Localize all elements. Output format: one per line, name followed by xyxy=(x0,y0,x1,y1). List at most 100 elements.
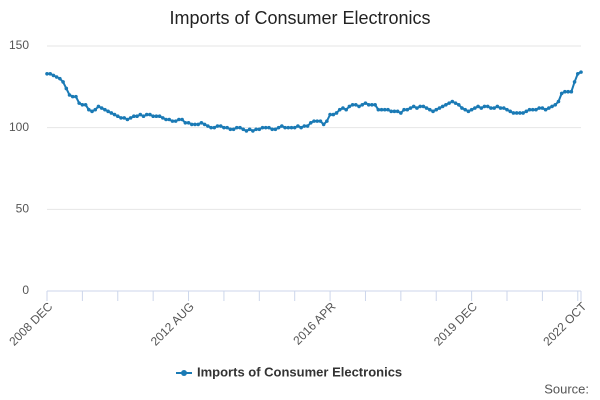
point xyxy=(270,127,274,132)
point xyxy=(479,106,484,110)
point xyxy=(428,107,432,112)
point xyxy=(415,106,419,110)
point xyxy=(473,106,477,110)
point xyxy=(115,114,120,119)
point xyxy=(389,109,394,114)
point xyxy=(283,125,287,130)
point xyxy=(521,111,525,115)
point xyxy=(337,107,342,112)
point xyxy=(485,104,490,109)
y-tick-label: 0 xyxy=(22,283,29,297)
point xyxy=(48,71,53,76)
point xyxy=(341,106,345,110)
point xyxy=(331,112,336,117)
point xyxy=(141,114,146,119)
point xyxy=(135,114,139,119)
point xyxy=(463,107,467,112)
point xyxy=(70,94,75,99)
point xyxy=(563,89,567,94)
point xyxy=(575,71,580,76)
point xyxy=(547,106,551,110)
point xyxy=(54,75,59,79)
point xyxy=(80,103,85,107)
point xyxy=(524,109,529,114)
point xyxy=(106,109,110,114)
point xyxy=(492,106,496,110)
point xyxy=(77,101,81,105)
point xyxy=(231,127,236,132)
point xyxy=(402,107,406,112)
point xyxy=(218,124,223,128)
point xyxy=(357,104,361,109)
point xyxy=(196,122,200,127)
point xyxy=(501,106,506,110)
point xyxy=(350,103,355,107)
point xyxy=(366,103,371,107)
point xyxy=(154,114,159,119)
point xyxy=(418,104,422,109)
point xyxy=(373,103,377,107)
point xyxy=(61,80,65,84)
point xyxy=(45,71,49,76)
point xyxy=(376,107,381,112)
point xyxy=(151,114,155,119)
point xyxy=(360,103,365,107)
point xyxy=(289,125,294,130)
point xyxy=(440,104,445,109)
point xyxy=(386,107,390,112)
point xyxy=(495,104,500,109)
point xyxy=(241,127,246,132)
point xyxy=(132,114,136,119)
point xyxy=(354,103,358,107)
point xyxy=(411,104,416,109)
point xyxy=(527,107,532,112)
point xyxy=(476,104,480,109)
point xyxy=(247,127,252,132)
point xyxy=(238,125,242,130)
point xyxy=(183,120,188,125)
source: Source: xyxy=(544,381,589,396)
point xyxy=(244,129,249,133)
y-tick-label: 50 xyxy=(16,202,30,216)
point xyxy=(263,125,268,130)
x-tick-label: 2008 DEC xyxy=(6,299,55,348)
point xyxy=(161,116,165,120)
point xyxy=(128,116,133,120)
point xyxy=(67,93,72,97)
point xyxy=(434,107,439,112)
point xyxy=(498,106,503,110)
point xyxy=(559,91,564,96)
point xyxy=(103,107,107,112)
point xyxy=(212,125,217,130)
y-tick-label: 150 xyxy=(9,38,29,52)
point xyxy=(83,103,88,107)
point xyxy=(334,111,339,115)
point xyxy=(550,104,554,109)
point xyxy=(460,106,464,110)
point xyxy=(286,125,291,130)
point xyxy=(537,106,541,110)
point xyxy=(173,119,178,123)
point xyxy=(530,107,535,112)
point xyxy=(193,122,197,127)
point xyxy=(228,127,233,132)
point xyxy=(257,127,262,132)
point xyxy=(450,99,455,104)
point xyxy=(382,107,387,112)
point xyxy=(308,120,313,125)
point xyxy=(267,125,271,130)
point xyxy=(186,120,191,125)
point xyxy=(444,103,448,107)
chart-title: Imports of Consumer Electronics xyxy=(169,8,430,28)
point xyxy=(424,106,429,110)
point xyxy=(453,101,458,105)
point xyxy=(280,124,284,128)
point xyxy=(363,101,368,105)
point xyxy=(489,106,493,110)
point xyxy=(180,117,184,122)
point xyxy=(540,106,545,110)
point xyxy=(408,106,413,110)
point xyxy=(292,125,297,130)
point xyxy=(553,103,558,107)
